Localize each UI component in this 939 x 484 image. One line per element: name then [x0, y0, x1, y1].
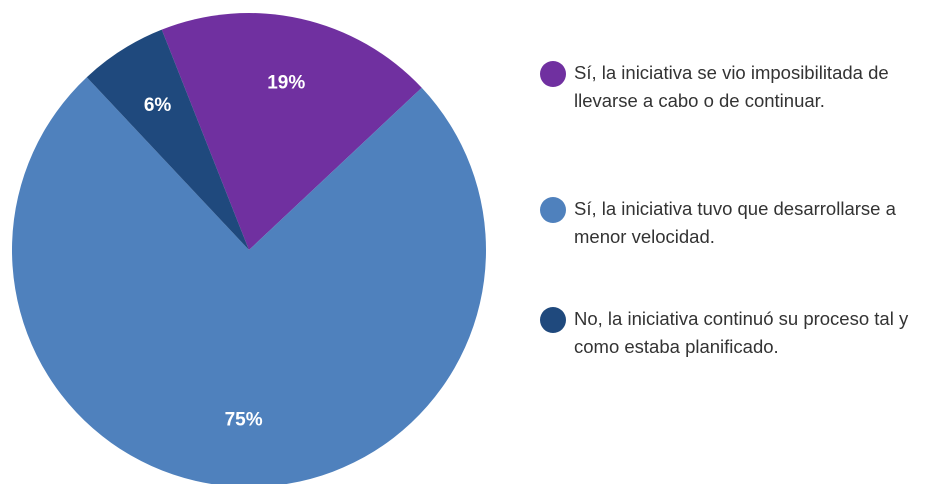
pie-slice [12, 77, 486, 484]
legend-swatch [540, 197, 566, 223]
legend-item: No, la iniciativa continuó su proceso ta… [540, 307, 935, 361]
pie-slice [86, 29, 250, 250]
legend-swatch [540, 61, 566, 87]
data-label: 6% [144, 95, 172, 116]
legend-item: Sí, la iniciativa tuvo que desarrollarse… [540, 197, 935, 251]
data-label: 19% [267, 72, 305, 93]
legend-label: Sí, la iniciativa tuvo que desarrollarse… [574, 198, 896, 247]
data-label: 75% [225, 410, 263, 431]
legend-label: Sí, la iniciativa se vio imposibilitada … [574, 62, 889, 111]
legend-item: Sí, la iniciativa se vio imposibilitada … [540, 61, 935, 115]
legend-swatch [540, 307, 566, 333]
pie-slice [161, 13, 422, 250]
legend-label: No, la iniciativa continuó su proceso ta… [574, 308, 909, 357]
